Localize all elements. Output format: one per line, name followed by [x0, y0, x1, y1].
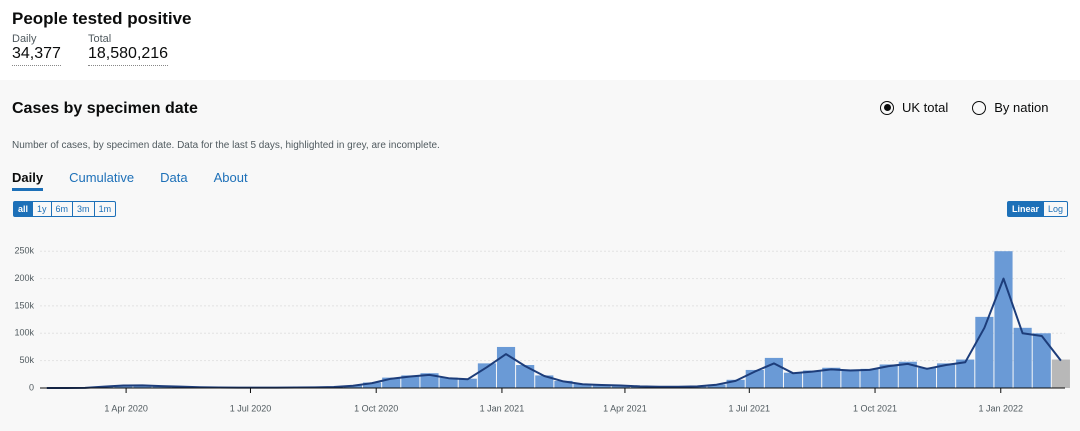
radio-dot [883, 104, 891, 111]
scale-button[interactable]: Log [1042, 202, 1067, 216]
bar [133, 385, 152, 388]
radio-label: By nation [994, 100, 1049, 115]
average-line [46, 277, 1062, 389]
x-tick-label: 1 Jul 2021 [729, 403, 771, 413]
range-button[interactable]: 1y [32, 202, 51, 216]
tab[interactable]: Daily [12, 170, 44, 191]
radio-option[interactable]: By nation [972, 100, 1048, 115]
options: UK total By nation [880, 100, 1048, 115]
bar [592, 384, 611, 388]
y-tick-label: 200k [14, 273, 34, 283]
bar [917, 367, 937, 388]
metric-label: Total [88, 33, 112, 45]
bar [898, 361, 917, 388]
tab[interactable]: Cumulative [69, 170, 135, 185]
range-button[interactable]: all [14, 202, 33, 216]
y-tick-label: 250k [14, 246, 34, 256]
x-tick-label: 1 Apr 2021 [603, 403, 647, 413]
y-tick-label: 0 [29, 382, 34, 392]
bar [516, 365, 535, 388]
x-tick-label: 1 Jan 2022 [978, 403, 1023, 413]
radio-label: UK total [902, 100, 949, 115]
bar [803, 370, 822, 388]
bar [726, 379, 745, 388]
range-button[interactable]: 3m [72, 202, 94, 216]
y-tick-label: 100k [14, 328, 34, 338]
bar [439, 377, 458, 388]
range-button[interactable]: 1m [93, 202, 116, 216]
bar [420, 373, 439, 388]
x-tick-label: 1 Jul 2020 [230, 403, 272, 413]
bar [956, 359, 975, 388]
bar [841, 369, 860, 388]
chart: 0 50k 100k 150k 200k 250k 1 Apr 2020 1 Jul 2020… [14, 246, 1070, 413]
bar [114, 385, 133, 388]
metric-value: 34,377 [12, 45, 61, 66]
bar [1032, 333, 1051, 388]
y-tick-label: 150k [14, 300, 34, 310]
bar [937, 363, 956, 388]
bar [860, 368, 879, 388]
bar [554, 380, 573, 388]
bar [994, 251, 1013, 388]
tab[interactable]: Data [160, 170, 188, 185]
radio[interactable] [972, 100, 987, 115]
tab[interactable]: About [213, 170, 248, 185]
x-tick-label: 1 Oct 2021 [853, 403, 897, 413]
card-title: Cases by specimen date [12, 100, 198, 117]
metric-value: 18,580,216 [88, 45, 169, 66]
bar [535, 375, 554, 388]
bar [401, 375, 420, 388]
bar [573, 383, 592, 388]
x-tick-label: 1 Oct 2020 [354, 403, 398, 413]
bar [458, 378, 477, 388]
metric-label: Daily [12, 33, 37, 45]
x-tick-label: 1 Apr 2020 [104, 403, 148, 413]
bar [1051, 359, 1070, 388]
bar [707, 384, 726, 388]
bar [611, 385, 630, 388]
scale-button[interactable]: Linear [1007, 202, 1043, 216]
scale-buttons: Linear Log [1006, 201, 1068, 217]
bar [783, 372, 803, 388]
range-button[interactable]: 6m [50, 202, 73, 216]
tabs: Daily Cumulative Data About [12, 170, 248, 191]
header: People tested positive Daily 34,377 Tota… [0, 0, 1080, 80]
bar [822, 367, 841, 388]
radio[interactable] [880, 100, 894, 115]
range-buttons: all 1y 6m 3m 1m [13, 201, 117, 217]
bar [1013, 327, 1032, 388]
bar [879, 364, 898, 388]
description: Number of cases, by specimen date. Data … [12, 140, 440, 151]
x-tick-label: 1 Jan 2021 [480, 403, 525, 413]
radio-option[interactable]: UK total [880, 100, 948, 115]
bar [363, 382, 382, 388]
y-tick-label: 50k [19, 355, 34, 365]
header-title: People tested positive [12, 9, 192, 28]
bar [382, 377, 401, 388]
